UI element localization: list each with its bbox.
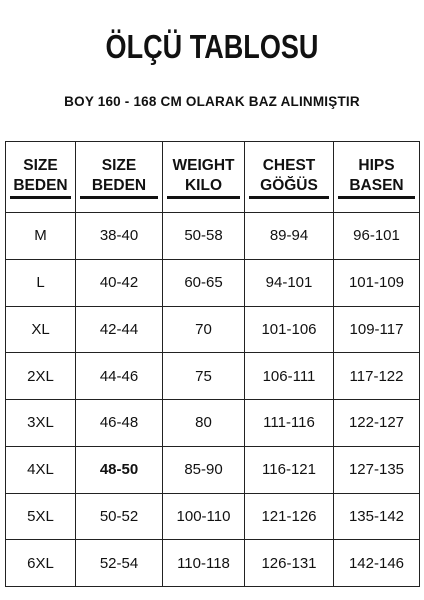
table-row: 3XL 46-48 80 111-116 122-127 [5,399,420,447]
table-row: M 38-40 50-58 89-94 96-101 [5,212,420,260]
header-weight-kilo: WEIGHT KILO [162,141,245,213]
cell-chest: 116-121 [244,445,334,494]
table-row: 2XL 44-46 75 106-111 117-122 [5,352,420,400]
cell-beden: 48-50 [75,445,163,494]
cell-beden: 42-44 [75,305,163,354]
cell-weight: 50-58 [162,212,245,260]
cell-beden: 50-52 [75,492,163,541]
table-row: L 40-42 60-65 94-101 101-109 [5,258,420,307]
header-chest-gogus: CHEST GÖĞÜS [244,141,334,213]
header-size-beden: SIZE BEDEN [5,141,76,213]
header-row: SIZE BEDEN SIZE BEDEN WEIGHT KILO CHEST GÖĞÜ… [5,141,420,213]
cell-size: 4XL [5,445,76,494]
cell-hips: 122-127 [333,399,420,447]
cell-weight: 100-110 [162,492,245,541]
cell-size: 2XL [5,352,76,400]
cell-chest: 101-106 [244,305,334,354]
cell-hips: 127-135 [333,445,420,494]
cell-size: L [5,258,76,307]
cell-beden: 38-40 [75,212,163,260]
cell-chest: 126-131 [244,539,334,587]
cell-hips: 117-122 [333,352,420,400]
cell-size: 6XL [5,539,76,587]
cell-weight: 80 [162,399,245,447]
cell-chest: 89-94 [244,212,334,260]
header-hips-basen: HIPS BASEN [333,141,420,213]
table-row: 5XL 50-52 100-110 121-126 135-142 [5,492,420,541]
cell-chest: 111-116 [244,399,334,447]
cell-hips: 101-109 [333,258,420,307]
cell-beden: 44-46 [75,352,163,400]
table-row: XL 42-44 70 101-106 109-117 [5,305,420,354]
cell-hips: 135-142 [333,492,420,541]
height-note: BOY 160 - 168 CM OLARAK BAZ ALINMIŞTIR [64,94,360,109]
cell-weight: 85-90 [162,445,245,494]
cell-chest: 94-101 [244,258,334,307]
cell-size: 5XL [5,492,76,541]
cell-weight: 75 [162,352,245,400]
cell-hips: 142-146 [333,539,420,587]
cell-beden: 40-42 [75,258,163,307]
cell-hips: 96-101 [333,212,420,260]
page-title: ÖLÇÜ TABLOSU [105,28,319,65]
cell-size: XL [5,305,76,354]
cell-beden: 46-48 [75,399,163,447]
cell-size: M [5,212,76,260]
cell-hips: 109-117 [333,305,420,354]
cell-chest: 106-111 [244,352,334,400]
table-row: 6XL 52-54 110-118 126-131 142-146 [5,539,420,587]
cell-size: 3XL [5,399,76,447]
cell-weight: 70 [162,305,245,354]
header-size-beden-2: SIZE BEDEN [75,141,163,213]
cell-weight: 60-65 [162,258,245,307]
cell-chest: 121-126 [244,492,334,541]
cell-beden: 52-54 [75,539,163,587]
table-row: 4XL 48-50 85-90 116-121 127-135 [5,445,420,494]
cell-weight: 110-118 [162,539,245,587]
size-chart-table: SIZE BEDEN SIZE BEDEN WEIGHT KILO CHEST GÖĞÜ… [5,141,420,587]
